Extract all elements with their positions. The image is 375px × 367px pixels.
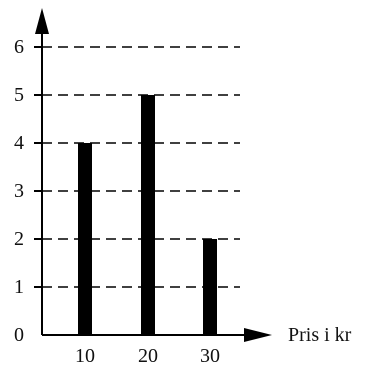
y-tick-label-0: 0 — [14, 324, 24, 346]
x-ticks: 10 20 30 — [75, 345, 220, 367]
bar-20 — [141, 95, 155, 335]
x-tick-label-30: 30 — [200, 345, 220, 367]
y-tick-label-4: 4 — [14, 132, 24, 154]
y-ticks: 0 1 2 3 4 5 6 — [14, 36, 42, 346]
y-tick-label-2: 2 — [14, 228, 24, 250]
y-axis-arrow-icon — [35, 8, 49, 34]
x-tick-label-20: 20 — [138, 345, 158, 367]
bars — [78, 95, 217, 335]
bar-30 — [203, 239, 217, 335]
bar-10 — [78, 143, 92, 335]
axes — [35, 8, 272, 342]
x-axis-title: Pris i kr — [288, 324, 352, 346]
x-axis-arrow-icon — [244, 328, 272, 342]
y-tick-label-1: 1 — [14, 276, 24, 298]
y-tick-label-6: 6 — [14, 36, 24, 58]
y-tick-label-3: 3 — [14, 180, 24, 202]
x-tick-label-10: 10 — [75, 345, 95, 367]
y-tick-label-5: 5 — [14, 84, 24, 106]
